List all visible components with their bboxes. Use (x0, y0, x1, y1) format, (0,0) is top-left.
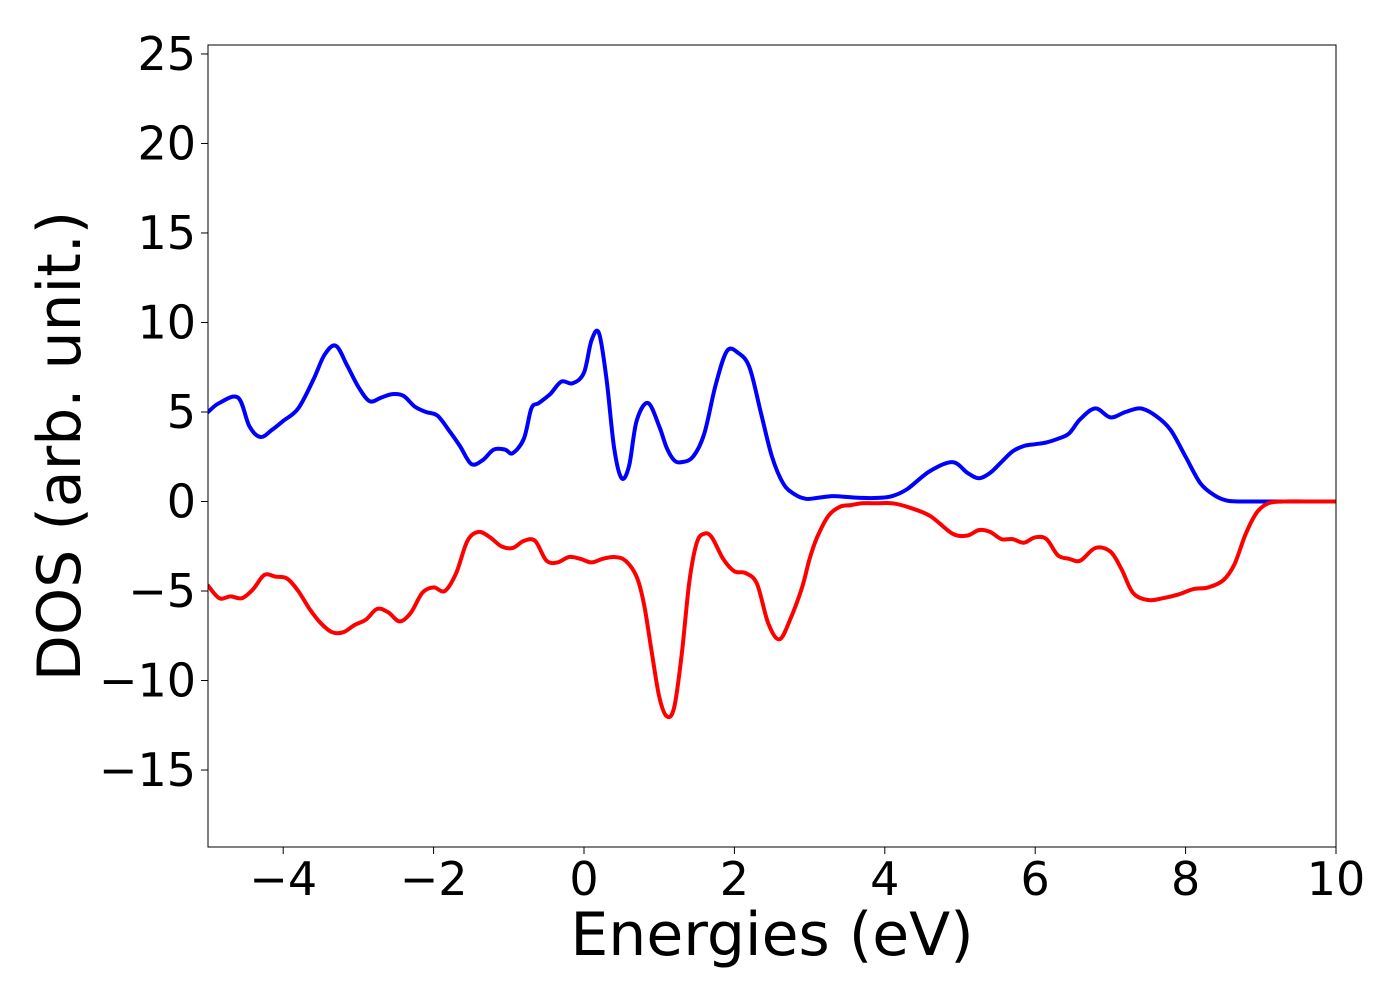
x-axis-ticks: −4 −2 0 2 4 6 8 10 (249, 847, 1365, 906)
x-tick-label: −2 (400, 852, 468, 906)
x-tick-label: 8 (1171, 852, 1200, 906)
series-line-spin-up (208, 328, 1336, 504)
series-line-spin-down (208, 499, 1336, 720)
x-tick-label: 0 (569, 852, 598, 906)
y-tick-label: −10 (99, 654, 196, 708)
y-tick-label: −15 (99, 743, 196, 797)
y-tick-label: 25 (137, 27, 196, 81)
y-axis-label: DOS (arb. unit.) (25, 211, 95, 681)
y-tick-label: 10 (137, 295, 196, 349)
x-axis-label: Energies (eV) (570, 900, 973, 970)
y-tick-label: 5 (167, 385, 196, 439)
series-layer (208, 328, 1336, 720)
x-tick-label: 10 (1307, 852, 1366, 906)
y-tick-label: 15 (137, 206, 196, 260)
y-tick-label: 20 (137, 116, 196, 170)
x-tick-label: −4 (249, 852, 317, 906)
x-tick-label: 2 (720, 852, 749, 906)
y-tick-label: 0 (167, 474, 196, 528)
plot-frame (207, 44, 1337, 848)
y-axis-ticks: 25 20 15 10 5 0 −5 −10 −15 (99, 27, 208, 797)
y-tick-label: −5 (128, 564, 196, 618)
x-tick-label: 6 (1021, 852, 1050, 906)
x-tick-label: 4 (870, 852, 899, 906)
